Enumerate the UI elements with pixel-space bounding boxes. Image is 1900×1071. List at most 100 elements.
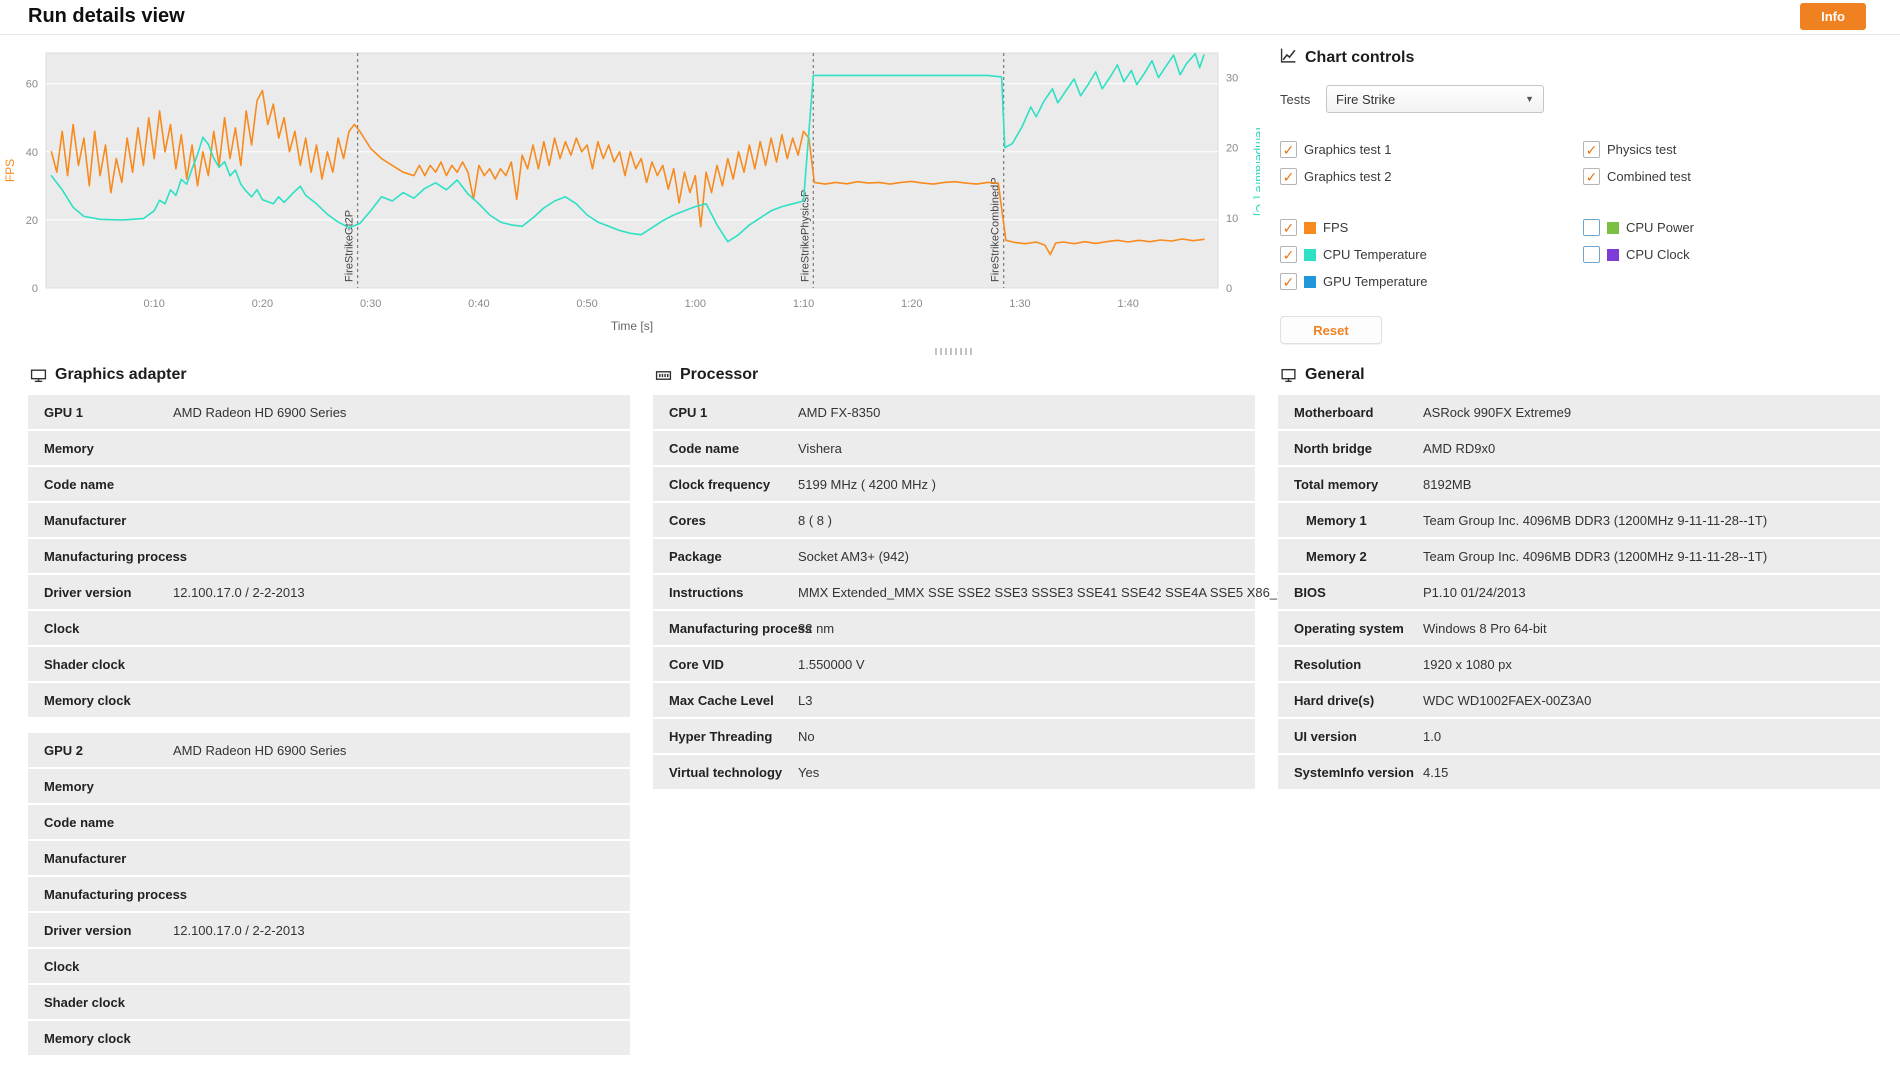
detail-value: Socket AM3+ (942) (798, 548, 909, 564)
details-columns: Graphics adapter GPU 1 AMD Radeon HD 6900 … (0, 357, 1900, 1071)
detail-row-code-name: Code name Vishera (653, 431, 1255, 465)
detail-value: 4.15 (1423, 764, 1449, 780)
detail-row-memory-clock: Memory clock (28, 683, 630, 717)
svg-text:1:40: 1:40 (1117, 298, 1138, 310)
series-checkbox-group: ✓ FPS ✓ CPU Temperature ✓ GPU Temperature CPU … (1280, 219, 1892, 290)
checkbox-cpu-clock[interactable]: CPU Clock (1583, 246, 1886, 263)
unchecked-checkbox-icon[interactable] (1583, 246, 1600, 263)
detail-label: Core VID (669, 656, 724, 672)
checked-checkbox-icon[interactable]: ✓ (1280, 246, 1297, 263)
detail-value: Team Group Inc. 4096MB DDR3 (1200MHz 9-1… (1423, 512, 1768, 528)
detail-label: Total memory (1294, 476, 1379, 492)
detail-row-cores: Cores 8 ( 8 ) (653, 503, 1255, 537)
detail-row-hyper-threading: Hyper Threading No (653, 719, 1255, 753)
detail-value: Team Group Inc. 4096MB DDR3 (1200MHz 9-1… (1423, 548, 1768, 564)
svg-text:1:10: 1:10 (793, 298, 814, 310)
detail-row-gpu-2: GPU 2 AMD Radeon HD 6900 Series (28, 733, 630, 767)
svg-text:0: 0 (32, 283, 38, 295)
checkbox-gpu-temperature[interactable]: ✓ GPU Temperature (1280, 273, 1583, 290)
checked-checkbox-icon[interactable]: ✓ (1280, 219, 1297, 236)
svg-text:0:20: 0:20 (252, 298, 273, 310)
info-button[interactable]: Info (1800, 3, 1866, 30)
detail-row-core-vid: Core VID 1.550000 V (653, 647, 1255, 681)
checked-checkbox-icon[interactable]: ✓ (1583, 141, 1600, 158)
checkbox-graphics-test-1[interactable]: ✓ Graphics test 1 (1280, 141, 1583, 158)
detail-row-manufacturing-process: Manufacturing process (28, 877, 630, 911)
detail-value: Yes (798, 764, 820, 780)
detail-label: Motherboard (1294, 404, 1374, 420)
svg-text:1:00: 1:00 (685, 298, 706, 310)
detail-label: Max Cache Level (669, 692, 774, 708)
detail-row-max-cache-level: Max Cache Level L3 (653, 683, 1255, 717)
section-header: General (1280, 363, 1880, 387)
checked-checkbox-icon[interactable]: ✓ (1583, 168, 1600, 185)
checkbox-graphics-test-2[interactable]: ✓ Graphics test 2 (1280, 168, 1583, 185)
detail-row-code-name: Code name (28, 467, 630, 501)
detail-row-virtual-technology: Virtual technology Yes (653, 755, 1255, 789)
detail-row-instructions: Instructions MMX Extended_MMX SSE SSE2 SS… (653, 575, 1345, 609)
detail-label: UI version (1294, 728, 1357, 744)
checkbox-cpu-temperature[interactable]: ✓ CPU Temperature (1280, 246, 1583, 263)
series-color-swatch (1304, 221, 1316, 234)
detail-row-cpu-1: CPU 1 AMD FX-8350 (653, 395, 1255, 429)
section-header: Processor (655, 363, 1255, 387)
detail-label: Cores (669, 512, 706, 528)
splitter[interactable] (0, 345, 1900, 357)
detail-label: Manufacturing process (669, 620, 813, 636)
checkbox-cpu-power[interactable]: CPU Power (1583, 219, 1886, 236)
detail-value: 1920 x 1080 px (1423, 656, 1512, 672)
page-title: Run details view (28, 5, 185, 27)
section-header: Graphics adapter (30, 363, 630, 387)
svg-text:FireStrikePhysicsP: FireStrikePhysicsP (799, 190, 811, 282)
detail-value: Vishera (798, 440, 842, 456)
unchecked-checkbox-icon[interactable] (1583, 219, 1600, 236)
tests-row: Tests Fire Strike ▼ (1280, 85, 1892, 113)
checked-checkbox-icon[interactable]: ✓ (1280, 273, 1297, 290)
details-column-processor: Processor CPU 1 AMD FX-8350 Code name Visher… (653, 359, 1345, 1071)
checkbox-label: CPU Clock (1626, 247, 1690, 262)
detail-row-memory: Memory (28, 431, 630, 465)
checked-checkbox-icon[interactable]: ✓ (1280, 168, 1297, 185)
svg-text:FireStrikeCombinedP: FireStrikeCombinedP (990, 177, 1002, 282)
svg-text:20: 20 (1226, 143, 1238, 155)
svg-text:60: 60 (26, 79, 38, 91)
checkbox-label: GPU Temperature (1323, 274, 1428, 289)
detail-label: Operating system (1294, 620, 1404, 636)
checkbox-label: Combined test (1607, 169, 1691, 184)
svg-text:0:30: 0:30 (360, 298, 381, 310)
detail-value: L3 (798, 692, 813, 708)
checkbox-combined-test[interactable]: ✓ Combined test (1583, 168, 1886, 185)
checkbox-label: CPU Temperature (1323, 247, 1427, 262)
detail-value: ASRock 990FX Extreme9 (1423, 404, 1572, 420)
detail-value: 32 nm (798, 620, 835, 636)
detail-label: Manufacturer (44, 850, 127, 866)
detail-label: Memory 1 (1306, 512, 1367, 528)
chevron-down-icon: ▼ (1525, 94, 1534, 104)
splitter-grip-icon[interactable] (935, 348, 973, 355)
detail-row-driver-version: Driver version 12.100.17.0 / 2-2-2013 (28, 913, 630, 947)
detail-value: 12.100.17.0 / 2-2-2013 (173, 584, 305, 600)
detail-label: GPU 1 (44, 404, 84, 420)
detail-row-ui-version: UI version 1.0 (1278, 719, 1880, 753)
detail-label: Manufacturing process (44, 886, 188, 902)
checkbox-fps[interactable]: ✓ FPS (1280, 219, 1583, 236)
detail-row-shader-clock: Shader clock (28, 985, 630, 1019)
detail-row-memory-clock: Memory clock (28, 1021, 630, 1055)
performance-chart[interactable]: 0 20 40 60 0 10 20 30 0:10 0:20 0:30 0:40 0:50 1:00 1:… (0, 35, 1260, 343)
detail-label: Clock frequency (669, 476, 771, 492)
detail-block: GPU 1 AMD Radeon HD 6900 Series Memory Code… (28, 395, 630, 717)
detail-value: 5199 MHz ( 4200 MHz ) (798, 476, 936, 492)
tests-dropdown[interactable]: Fire Strike ▼ (1326, 85, 1544, 113)
reset-button[interactable]: Reset (1280, 316, 1382, 344)
detail-label: Code name (669, 440, 740, 456)
detail-label: North bridge (1294, 440, 1372, 456)
detail-row-memory-2: Memory 2 Team Group Inc. 4096MB DDR3 (120… (1278, 539, 1880, 573)
detail-label: Memory clock (44, 1030, 131, 1046)
detail-row-manufacturing-process: Manufacturing process 32 nm (653, 611, 1255, 645)
detail-value: 1.0 (1423, 728, 1442, 744)
detail-row-total-memory: Total memory 8192MB (1278, 467, 1880, 501)
checked-checkbox-icon[interactable]: ✓ (1280, 141, 1297, 158)
checkbox-physics-test[interactable]: ✓ Physics test (1583, 141, 1886, 158)
svg-text:1:30: 1:30 (1009, 298, 1030, 310)
